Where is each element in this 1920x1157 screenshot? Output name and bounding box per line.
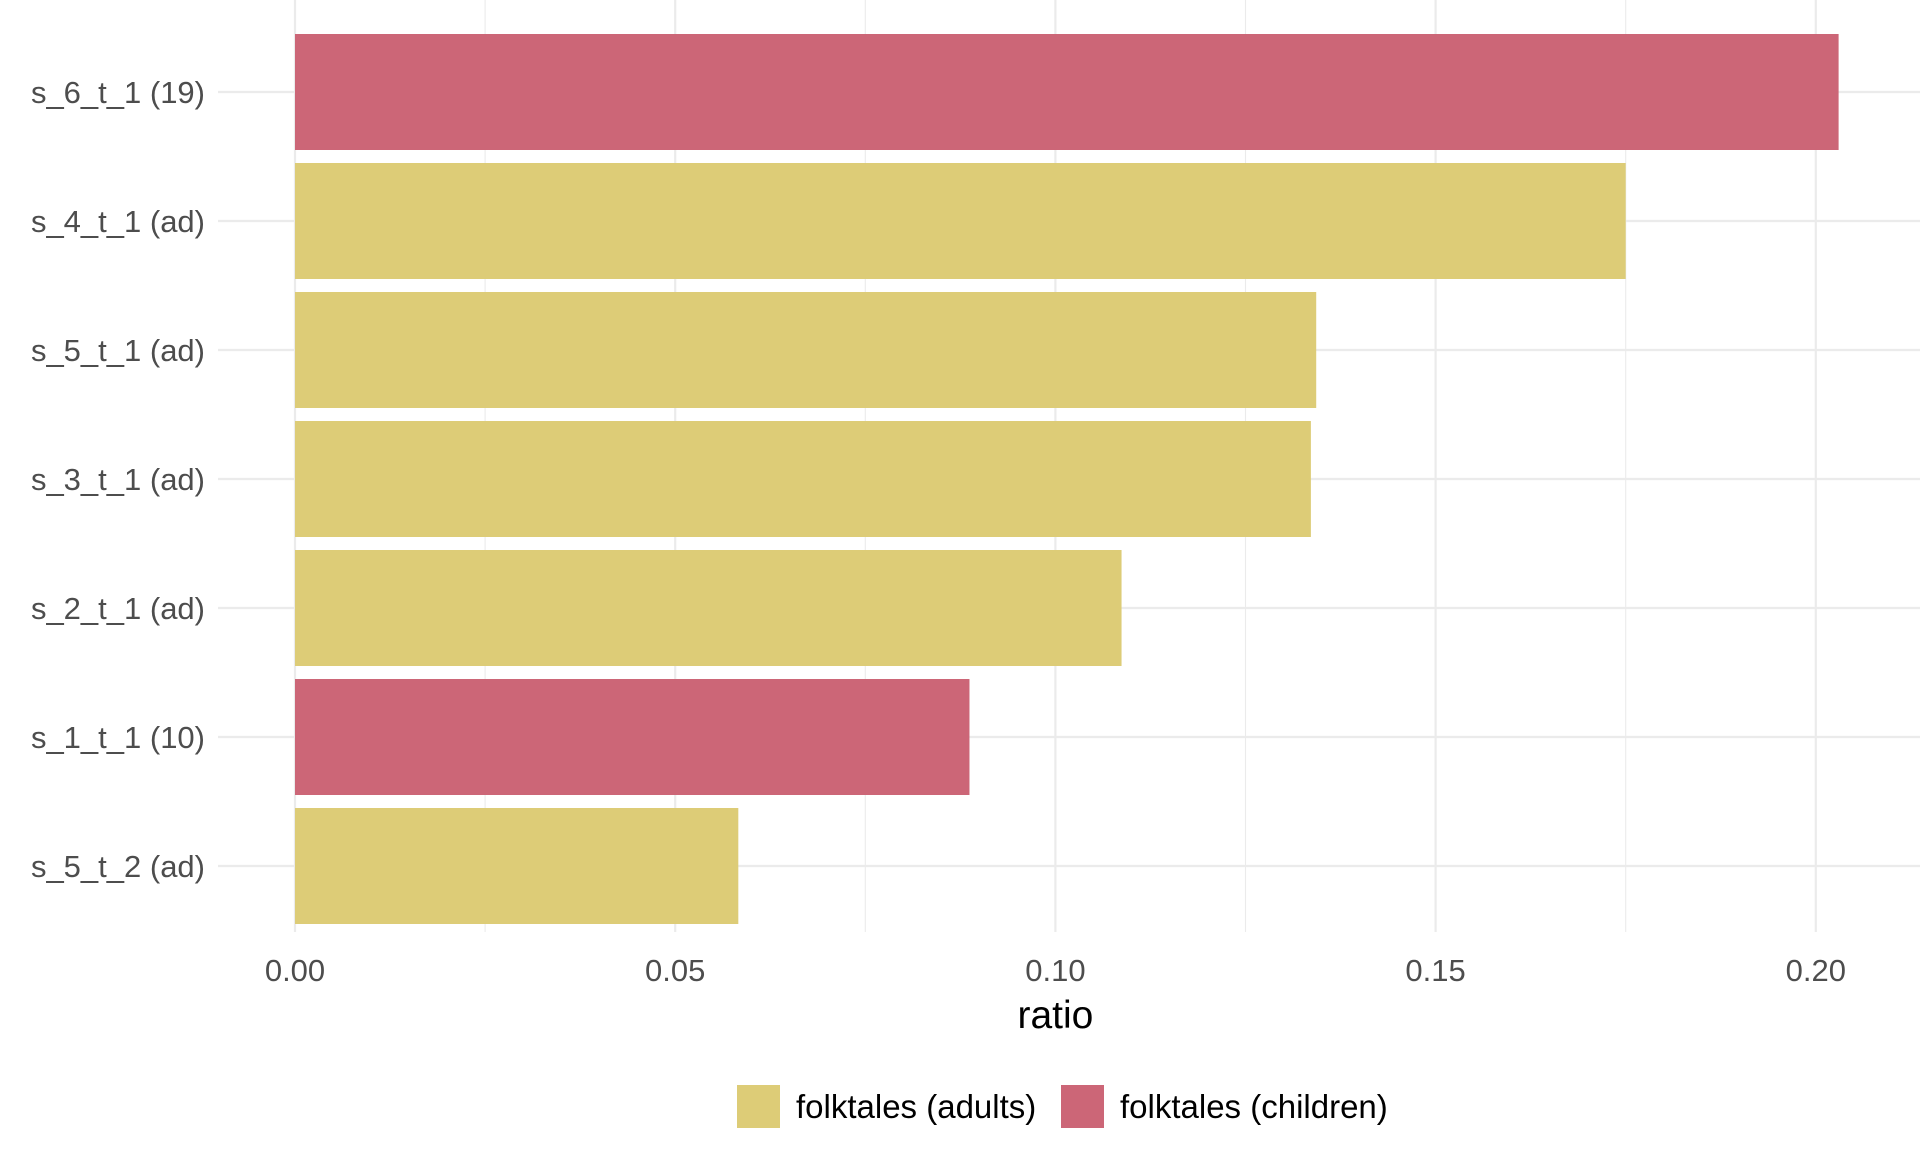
legend-swatch	[737, 1085, 780, 1128]
x-tick-label: 0.00	[265, 953, 325, 988]
bar	[295, 163, 1626, 279]
bar	[295, 808, 739, 924]
bar	[295, 421, 1311, 537]
y-tick-label: s_6_t_1 (19)	[31, 75, 205, 110]
x-tick-label: 0.10	[1025, 953, 1085, 988]
y-tick-label: s_4_t_1 (ad)	[31, 204, 205, 239]
y-tick-label: s_5_t_1 (ad)	[31, 333, 205, 368]
x-axis-labels: 0.00 0.05 0.10 0.15 0.20	[265, 953, 1846, 988]
y-tick-label: s_5_t_2 (ad)	[31, 849, 205, 884]
legend: folktales (adults) folktales (children)	[737, 1085, 1388, 1128]
legend-label: folktales (children)	[1120, 1088, 1388, 1125]
bar	[295, 34, 1839, 150]
legend-swatch	[1061, 1085, 1104, 1128]
x-tick-label: 0.15	[1405, 953, 1465, 988]
y-tick-label: s_2_t_1 (ad)	[31, 591, 205, 626]
y-axis-labels: s_6_t_1 (19) s_4_t_1 (ad) s_5_t_1 (ad) s_3_…	[31, 75, 205, 884]
legend-label: folktales (adults)	[796, 1088, 1036, 1125]
bar	[295, 292, 1317, 408]
y-tick-label: s_3_t_1 (ad)	[31, 462, 205, 497]
x-tick-label: 0.05	[645, 953, 705, 988]
x-tick-label: 0.20	[1786, 953, 1846, 988]
bar	[295, 679, 970, 795]
x-axis-title: ratio	[1017, 994, 1093, 1037]
bar	[295, 550, 1122, 666]
bars-layer	[295, 34, 1839, 924]
y-tick-label: s_1_t_1 (10)	[31, 720, 205, 755]
